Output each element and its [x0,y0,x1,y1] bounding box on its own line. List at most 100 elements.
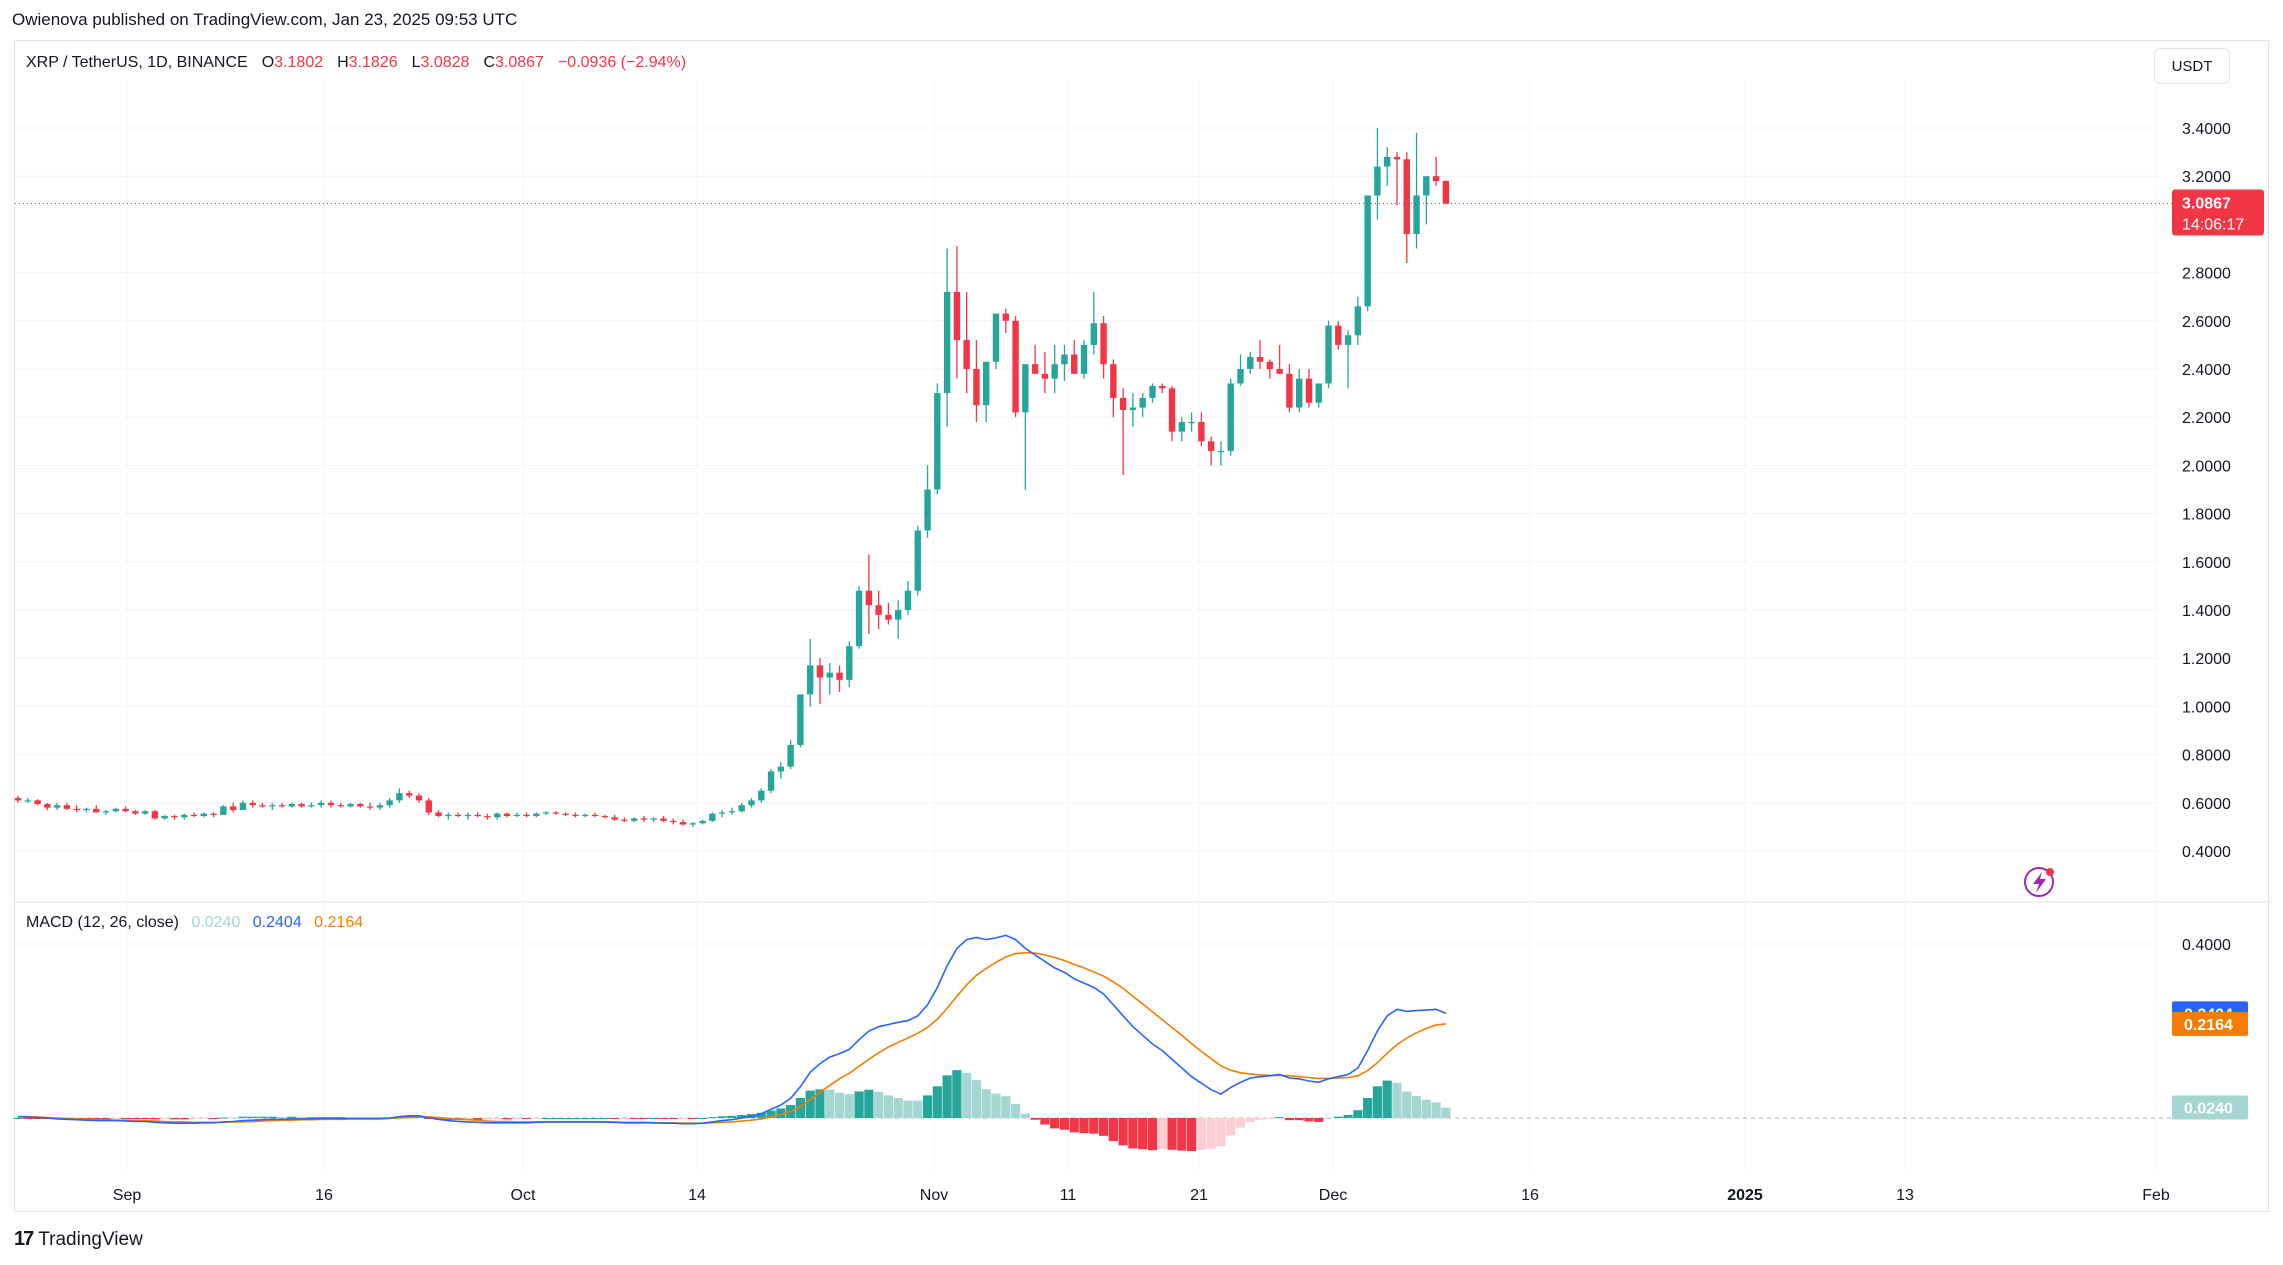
brand-footer[interactable]: 17 TradingView [14,1228,143,1251]
candle-body [572,814,579,817]
macd-histogram-bar [1128,1118,1138,1149]
candle-body [943,291,951,394]
candle-body [112,808,119,812]
macd-histogram-bar [795,1097,805,1118]
candle-body [1139,397,1146,408]
time-axis-tick: 16 [1521,1187,1539,1204]
candle-body [239,802,247,811]
macd-histogram-bar [570,1118,581,1119]
time-axis-tick: 13 [1896,1187,1914,1204]
candle-body [1286,373,1293,408]
price-axis-tick: 2.2000 [2182,410,2231,427]
candle-body [670,820,677,823]
currency-unit-button[interactable]: USDT [2154,48,2230,84]
macd-histogram-bar [600,1118,610,1119]
brand-name: TradingView [38,1228,143,1250]
candle-body [1237,369,1244,384]
candle-body [357,804,364,807]
candle-body [425,800,432,813]
candle-body [464,814,472,817]
macd-histogram-bar [1157,1118,1167,1149]
candle-body [660,818,667,821]
macd-histogram-bar [1245,1118,1255,1122]
macd-histogram-bar [874,1091,884,1118]
macd-histogram-bar [209,1118,219,1119]
macd-line [17,934,1447,1125]
candle-body [1364,195,1371,307]
candle-body [503,813,511,817]
macd-histogram-bar [1020,1113,1030,1118]
candle-body [474,814,481,817]
lightning-bolt-icon [2033,872,2046,893]
candle-body [1080,344,1088,374]
macd-histogram-bar [1001,1096,1011,1118]
macd-histogram-bar [179,1118,189,1120]
macd-histogram-bar [1235,1118,1246,1128]
macd-legend: MACD (12, 26, close) 0.0240 0.2404 0.216… [26,914,363,932]
macd-histogram-bar [1059,1118,1070,1130]
candle-body [621,819,628,821]
macd-signal-line [18,951,1446,1124]
macd-histogram-bar [932,1086,942,1118]
macd-histogram-bar [922,1095,933,1118]
candle-body [640,818,648,820]
candle-body [317,802,325,806]
macd-histogram-bar [1363,1097,1373,1118]
candle-body [63,805,71,809]
macd-histogram-bar [551,1118,561,1119]
symbol-label[interactable]: XRP / TetherUS, 1D, BINANCE [26,54,248,71]
candle-body [934,393,941,490]
candle-body [552,812,560,814]
macd-histogram-bar [962,1072,972,1118]
macd-histogram-bar [1069,1118,1079,1133]
macd-hist-value: 0.0240 [191,914,241,931]
macd-title[interactable]: MACD (12, 26, close) [26,914,179,931]
macd-histogram-bar [1050,1118,1060,1129]
candle-body [1374,166,1381,196]
candle-body [1413,195,1420,235]
macd-histogram-bar [218,1117,228,1119]
macd-histogram-bar [1098,1118,1109,1136]
macd-histogram-bar [1402,1091,1412,1118]
macd-histogram-bar [1353,1110,1363,1118]
candle-body [865,590,873,606]
macd-histogram-bar [844,1094,854,1118]
macd-histogram-bar [727,1115,737,1118]
price-axis-tick: 1.8000 [2182,507,2231,524]
candle-body [454,814,462,817]
candle-body [699,820,706,824]
candle-body [777,766,785,772]
candle-body [1041,373,1049,379]
macd-histogram-bar [169,1118,180,1120]
high-label: H [337,54,349,71]
candle-body [709,813,716,821]
low-value: 3.0828 [420,54,470,71]
macd-histogram-bar [805,1090,815,1118]
candle-body [1325,325,1332,384]
candle-body [34,800,41,805]
candle-body [151,811,159,819]
candle-body [1384,156,1391,167]
candle-body [259,805,266,807]
macd-histogram-bar [13,1118,23,1119]
time-axis-tick: Feb [2142,1187,2170,1204]
macd-histogram-bar [512,1118,522,1119]
candle-body [1256,356,1264,362]
macd-histogram-bar [854,1091,864,1118]
candle-body [1071,354,1078,374]
time-axis-tick: Nov [920,1187,948,1204]
macd-axis-tick: 0.4000 [2182,937,2231,954]
notification-dot-icon [2046,868,2054,876]
candle-body [396,793,403,801]
candle-body [376,805,384,808]
macd-histogram-bar [913,1100,923,1118]
candle-body [1247,356,1254,369]
macd-histogram-bar [482,1118,493,1120]
candle-body [1227,383,1234,451]
candle-body [591,814,599,817]
candle-body [542,812,550,814]
candle-body [1442,180,1450,204]
macd-histogram-bar [688,1118,698,1119]
macd-histogram-bar [32,1118,43,1119]
